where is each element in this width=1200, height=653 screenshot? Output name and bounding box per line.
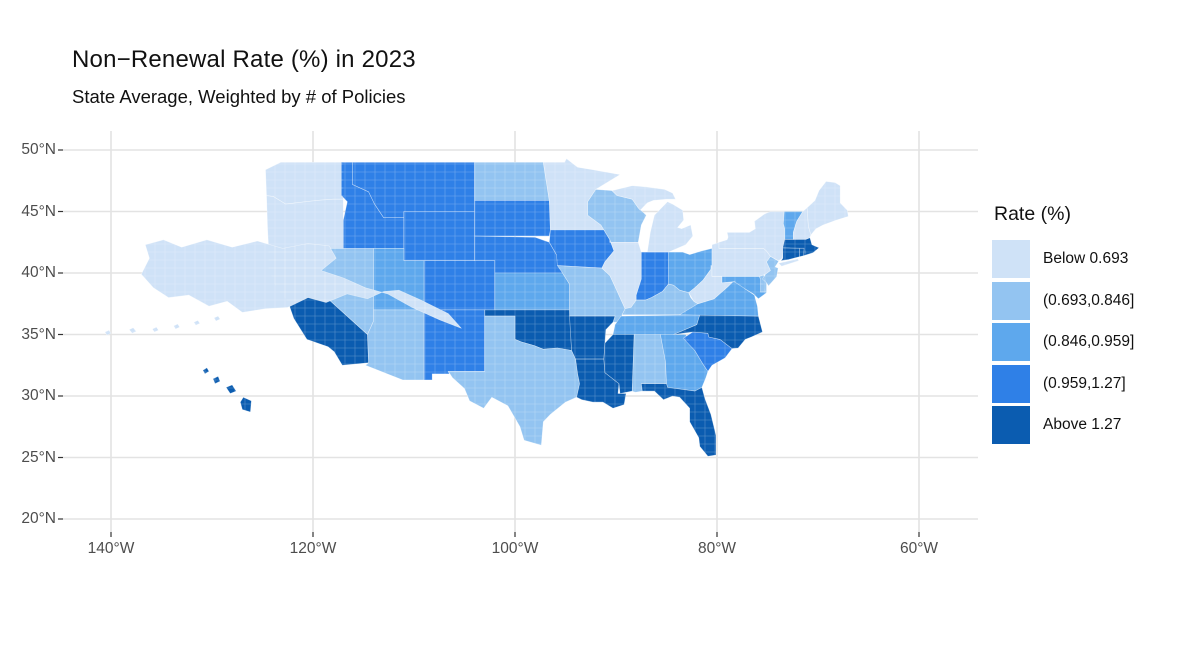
legend-item-2: (0.846,0.959]: [992, 323, 1134, 361]
legend-label: (0.846,0.959]: [1043, 333, 1135, 350]
county-lines-IL: [601, 239, 642, 309]
county-lines-MA: [782, 237, 819, 256]
county-lines-AZ: [365, 309, 425, 380]
x-tick-label: 120°W: [289, 540, 337, 557]
y-tick-label: 45°N: [21, 202, 56, 220]
county-lines-MS: [603, 334, 635, 394]
county-lines-TN: [613, 314, 700, 335]
county-lines-SD: [474, 200, 551, 237]
county-lines-ND: [474, 162, 550, 201]
plot-subtitle: State Average, Weighted by # of Policies: [72, 86, 406, 107]
county-lines-VA: [679, 280, 759, 317]
x-tick-label: 60°W: [899, 540, 939, 557]
legend-swatch: [992, 323, 1030, 361]
legend-items: Below 0.693 (0.693,0.846] (0.846,0.959] (0.…: [992, 240, 1134, 444]
legend-label: (0.959,1.27]: [1043, 374, 1126, 392]
county-lines-HI: [202, 367, 252, 412]
county-lines-VT: [783, 211, 803, 240]
county-lines-IA: [549, 229, 614, 269]
county-lines-MD: [722, 276, 767, 299]
county-lines-CT: [781, 247, 800, 261]
county-lines-WV: [688, 265, 740, 304]
y-tick-label: 20°N: [21, 510, 56, 527]
county-lines-NY: [719, 211, 799, 267]
legend-swatch: [992, 364, 1030, 403]
legend-item-1: (0.693,0.846]: [992, 281, 1135, 320]
county-lines-NH: [793, 207, 811, 240]
county-lines-WY: [403, 211, 475, 261]
county-lines-FL: [641, 383, 716, 457]
x-tick-label: 100°W: [491, 540, 539, 557]
county-lines-ME: [807, 181, 849, 235]
county-lines-MN: [543, 158, 620, 230]
county-lines-WI: [587, 189, 647, 243]
y-tick-label: 35°N: [21, 325, 56, 343]
county-lines-PA: [712, 242, 771, 277]
legend: Rate (%) Below 0.693 (0.693,0.846] (0.846,…: [992, 203, 1134, 448]
legend-swatch: [992, 406, 1030, 444]
county-lines-AL: [632, 334, 667, 393]
county-lines-TX: [448, 316, 580, 446]
y-tick-label: 50°N: [21, 141, 56, 158]
county-lines-NM: [424, 309, 485, 380]
county-lines-MO: [557, 265, 626, 323]
x-tick-label: 80°W: [697, 540, 737, 557]
county-lines-AK: [104, 239, 462, 336]
county-lines-MT: [352, 162, 475, 218]
county-lines-NE: [474, 236, 563, 273]
county-lines-KS: [494, 273, 570, 310]
county-lines-SC: [683, 332, 733, 372]
county-lines-MI: [612, 185, 693, 253]
county-lines-OH: [668, 248, 712, 293]
county-lines-OR: [266, 195, 344, 249]
axis-tick-marks: [58, 149, 920, 537]
legend-label: Below 0.693: [1043, 250, 1129, 267]
county-lines-KY: [622, 284, 698, 315]
county-texture: [104, 158, 849, 457]
legend-item-3: (0.959,1.27]: [992, 364, 1134, 403]
legend-item-0: Below 0.693: [992, 240, 1134, 278]
y-tick-label: 40°N: [21, 264, 56, 281]
county-lines-GA: [660, 334, 708, 392]
county-lines-WA: [265, 162, 344, 205]
county-lines-OK: [484, 309, 572, 351]
county-lines-NC: [673, 314, 763, 349]
legend-label: Above 1.27: [1043, 416, 1122, 433]
county-lines-AR: [569, 316, 615, 360]
county-lines-ID: [341, 162, 404, 249]
legend-label: (0.693,0.846]: [1043, 291, 1135, 309]
y-tick-label: 30°N: [21, 387, 56, 404]
legend-swatch: [992, 281, 1030, 320]
county-lines-NJ: [762, 256, 779, 286]
plot-title: Non−Renewal Rate (%) in 2023: [72, 46, 416, 73]
legend-item-4: Above 1.27: [992, 406, 1134, 444]
legend-title: Rate (%): [994, 203, 1071, 225]
county-lines-LA: [575, 359, 627, 409]
x-tick-label: 140°W: [87, 540, 135, 557]
county-lines-CO: [424, 260, 495, 310]
county-lines-UT: [373, 248, 425, 310]
y-tick-label: 25°N: [21, 448, 56, 466]
county-lines-IN: [636, 252, 669, 301]
legend-swatch: [992, 240, 1030, 278]
